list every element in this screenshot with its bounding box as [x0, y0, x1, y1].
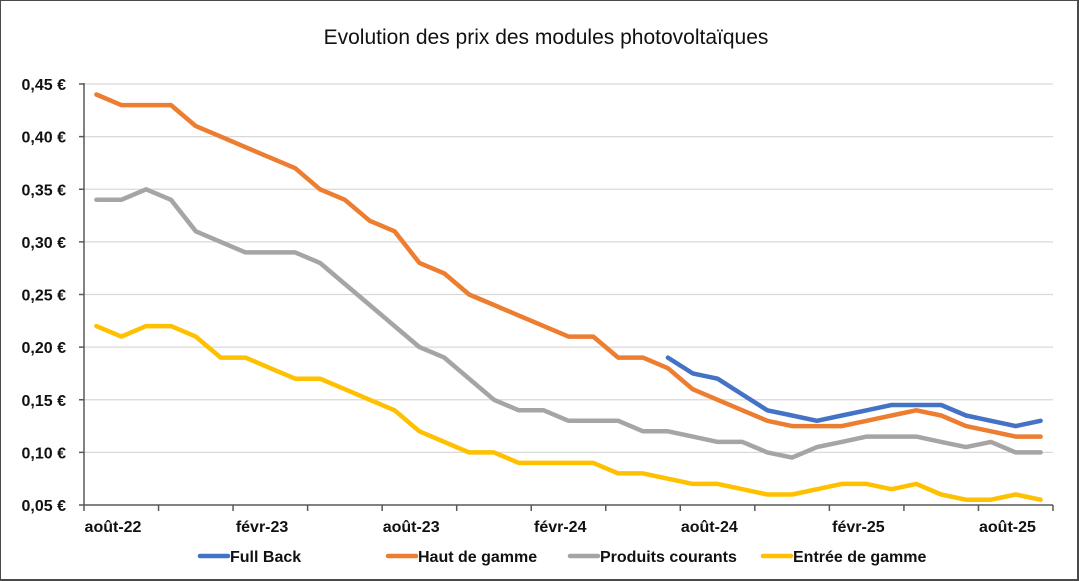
- x-tick-label: févr-25: [832, 519, 885, 536]
- series-line-haut-de-gamme: [94, 92, 1043, 439]
- legend-label: Entrée de gamme: [793, 549, 926, 566]
- legend-item: Haut de gamme: [385, 549, 537, 566]
- legend-item: Produits courants: [567, 549, 737, 566]
- y-tick-label: 0,40 €: [22, 130, 67, 147]
- y-tick-label: 0,35 €: [22, 182, 67, 199]
- x-tick-label: févr-23: [236, 519, 289, 536]
- x-tick-label: août-23: [383, 519, 440, 536]
- legend-item: Full Back: [197, 549, 301, 566]
- series-line-produits-courants: [94, 187, 1043, 460]
- y-tick-label: 0,30 €: [22, 235, 67, 252]
- legend-label: Haut de gamme: [418, 549, 537, 566]
- x-tick-label: août-22: [85, 519, 142, 536]
- series-line-full-back: [665, 355, 1043, 429]
- legend-label: Produits courants: [600, 549, 737, 566]
- y-tick-label: 0,05 €: [22, 498, 67, 515]
- legend-item: Entrée de gamme: [760, 549, 926, 566]
- gridlines: [84, 83, 1053, 454]
- y-tick-label: 0,10 €: [22, 445, 67, 462]
- axes: 0,05 € 0,10 € 0,15 € 0,20 € 0,25 € 0,30 € 0,35…: [22, 77, 1054, 536]
- x-tick-label: févr-24: [534, 519, 587, 536]
- x-tick-label: août-24: [681, 519, 738, 536]
- y-tick-label: 0,15 €: [22, 393, 67, 410]
- series-line-entr-e-de-gamme: [94, 323, 1043, 502]
- legend: Full Back Haut de gamme Produits courants E…: [197, 549, 926, 566]
- y-tick-label: 0,45 €: [22, 77, 67, 94]
- chart-title: Evolution des prix des modules photovolt…: [324, 26, 769, 49]
- series-lines: [94, 92, 1043, 502]
- y-tick-label: 0,25 €: [22, 288, 67, 305]
- x-tick-label: août-25: [979, 519, 1036, 536]
- y-tick-label: 0,20 €: [22, 340, 67, 357]
- legend-label: Full Back: [230, 549, 301, 566]
